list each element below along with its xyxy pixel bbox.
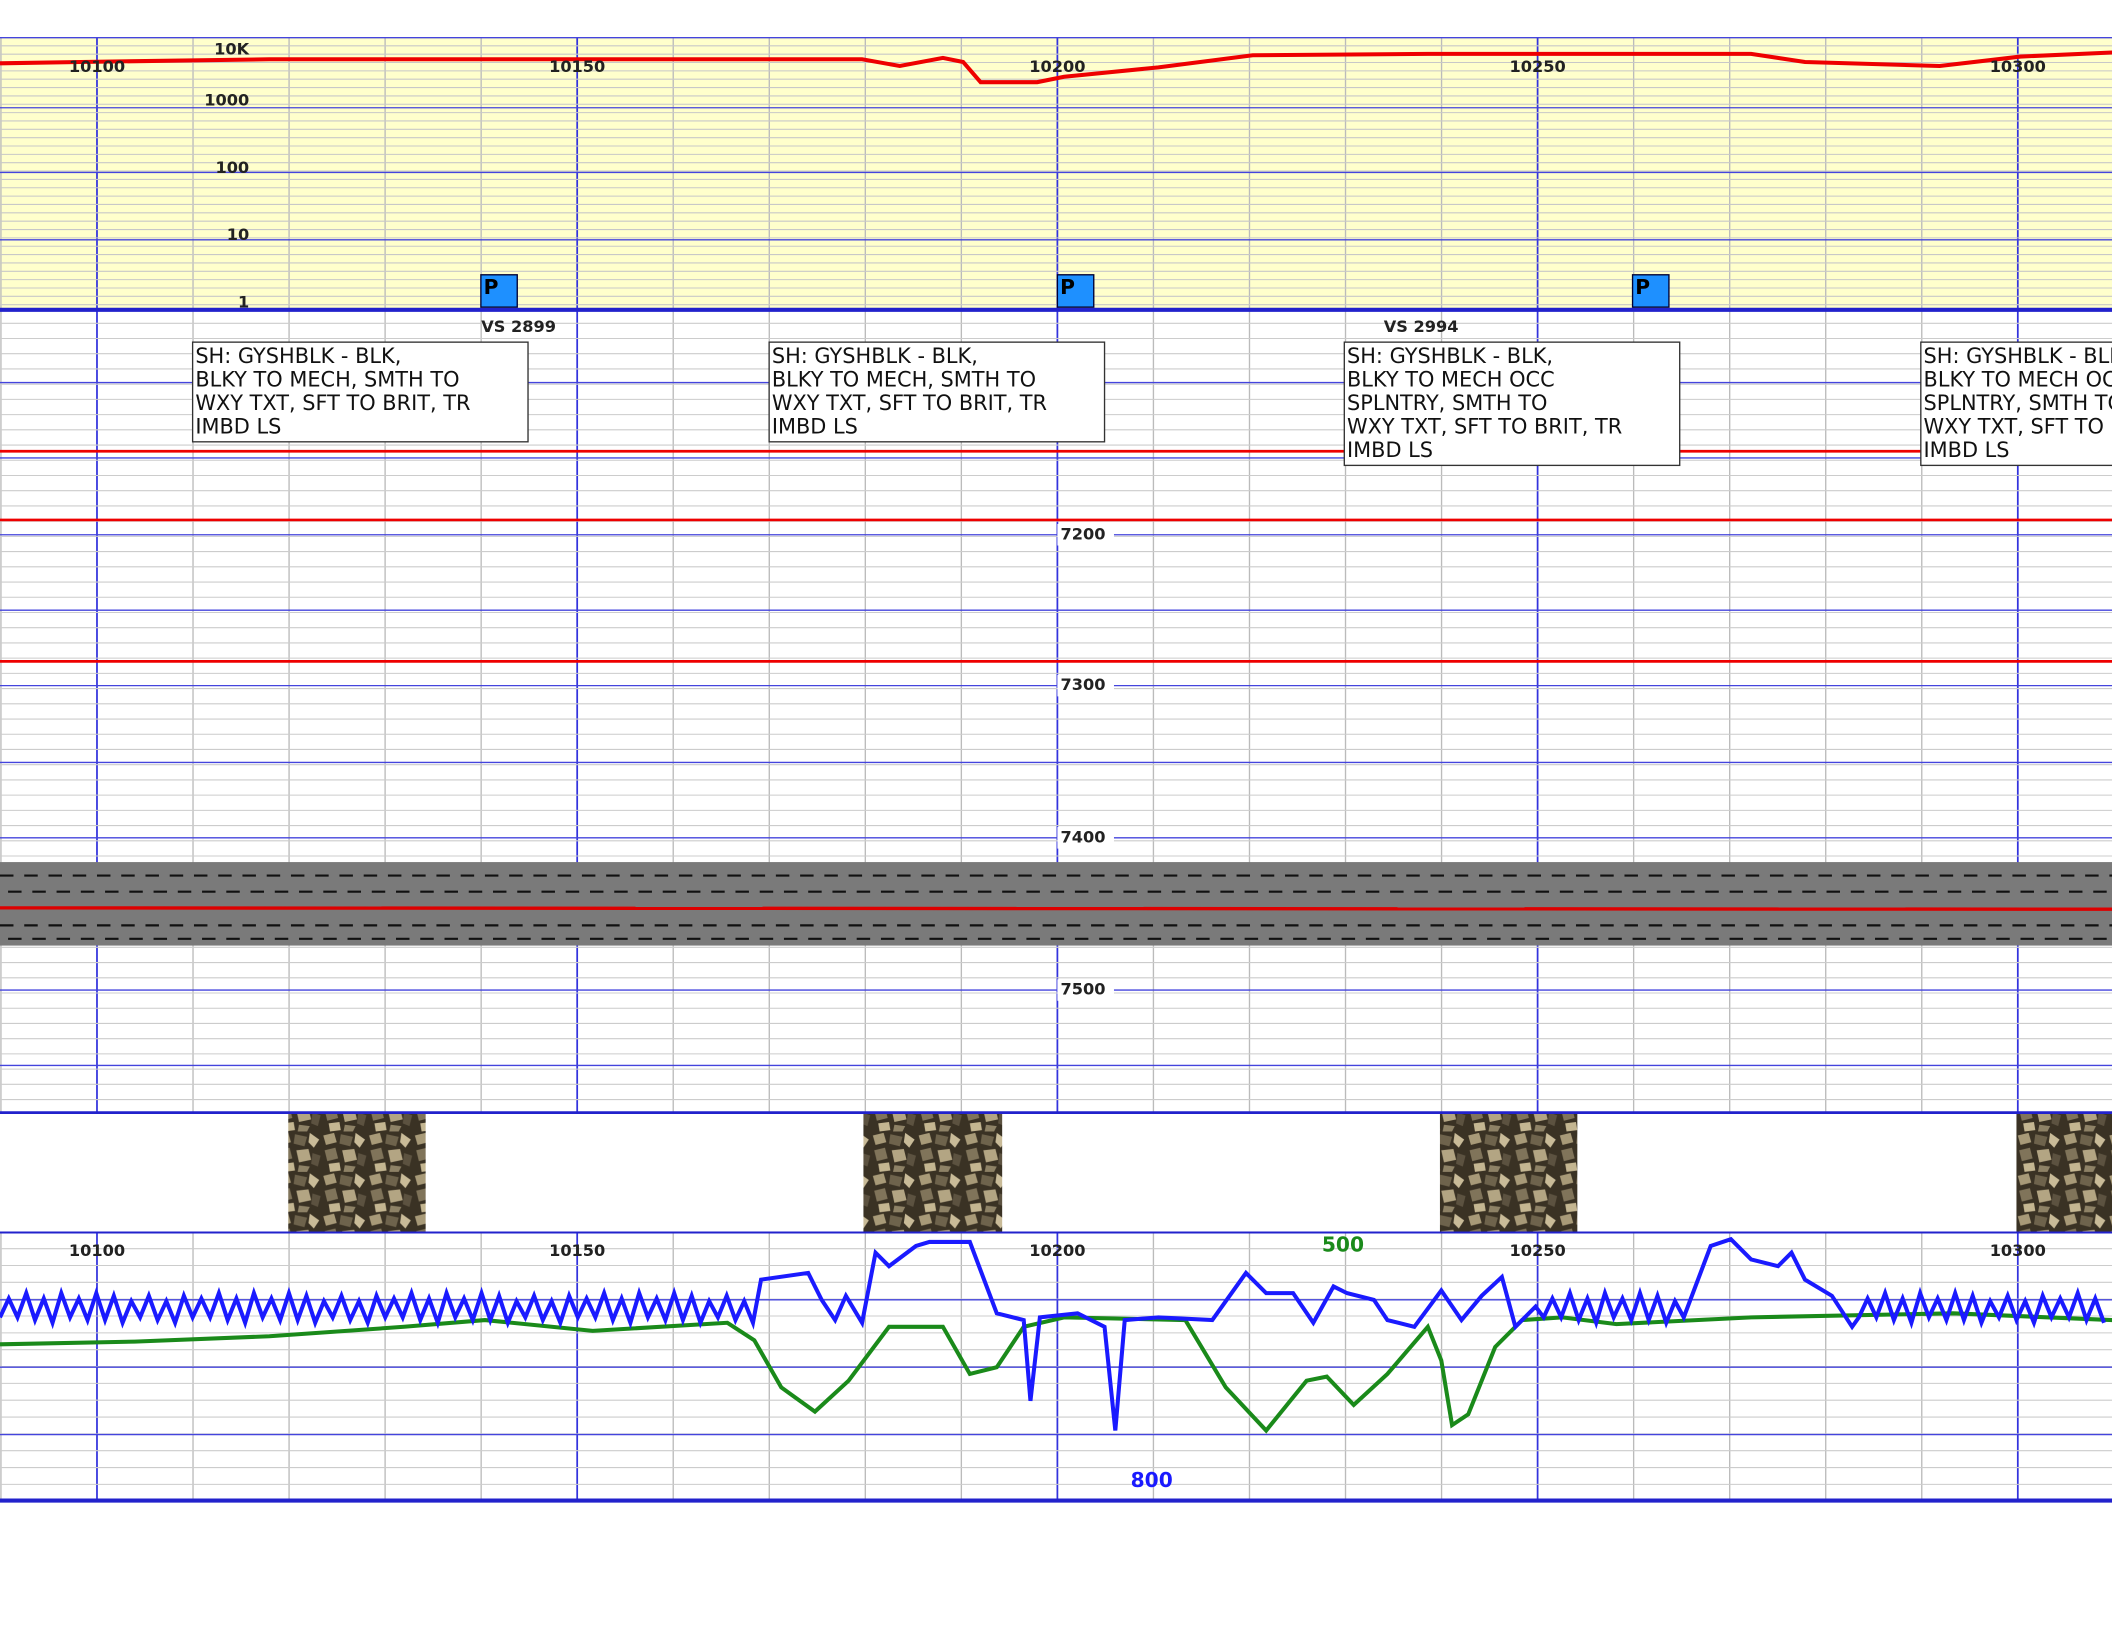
description-line: SH: GYSHBLK - BLK, [1347, 344, 1553, 368]
description-line: WXY TXT, SFT TO BRIT, TR [1924, 415, 2112, 439]
marker [1056, 274, 1095, 308]
label-bg [1057, 979, 1114, 1001]
depth-label: 7300 [1061, 675, 1106, 694]
description-line: IMBD LS [195, 415, 281, 439]
marker-label: P [484, 275, 499, 299]
marker-label: P [1635, 275, 1650, 299]
gas-track [0, 37, 2112, 310]
description-line: BLKY TO MECH OCC [1347, 368, 1555, 392]
vs-label: VS 2899 [481, 317, 556, 336]
labels: 10100 10150 10200 10250 10300 10K 1000 100 10 1 P P… [69, 39, 2112, 1260]
description-line: WXY TXT, SFT TO BRIT, TR [1347, 415, 1622, 439]
gamma-curve [0, 1311, 2112, 1434]
gas-curve [0, 50, 2112, 85]
scale-label: 100 [215, 158, 249, 177]
depth-label: 10250 [1509, 57, 1565, 76]
depth-label: 10250 [1509, 1241, 1565, 1260]
description-line: WXY TXT, SFT TO BRIT, TR [772, 391, 1047, 415]
description-line: WXY TXT, SFT TO BRIT, TR [195, 391, 470, 415]
description-box [191, 341, 529, 443]
label-bg [1057, 674, 1114, 697]
depth-label: 10100 [69, 57, 125, 76]
marker-label: P [1060, 275, 1075, 299]
description-line: SH: GYSHBLK - BLK, [1924, 344, 2112, 368]
depth-label: 10100 [69, 1241, 125, 1260]
rop-curve [0, 1236, 2106, 1431]
description-box [768, 341, 1106, 443]
scale-label: 1000 [204, 91, 249, 110]
depth-label: 7500 [1061, 980, 1106, 999]
description-box [1920, 341, 2112, 467]
depth-label: 10200 [1029, 1241, 1085, 1260]
depth-label: 7200 [1061, 524, 1106, 543]
depth-label: 7400 [1061, 827, 1106, 846]
description-line: BLKY TO MECH, SMTH TO [772, 368, 1036, 392]
label-bg [1057, 523, 1114, 546]
shale-pattern [0, 874, 2112, 940]
red-line [0, 906, 2112, 911]
vs-label: VS 2994 [1384, 317, 1459, 336]
marker [480, 274, 518, 308]
rop-scale: 800 [1131, 1468, 1173, 1492]
label-bg [1057, 827, 1114, 849]
marker [1631, 274, 1670, 308]
sample-image [2016, 1112, 2112, 1233]
description-line: IMBD LS [772, 415, 858, 439]
lithology-track [0, 309, 2112, 1113]
description-line: SPLNTRY, SMTH TO [1924, 391, 2112, 415]
scale-label: 10 [227, 225, 249, 244]
depth-label: 10150 [549, 1241, 605, 1260]
depth-label: 10150 [549, 57, 605, 76]
depth-label: 10200 [1029, 57, 1085, 76]
description-line: BLKY TO MECH OCC [1924, 368, 2112, 392]
description-box [1343, 341, 1681, 467]
scale-label: 1 [238, 293, 249, 312]
sample-image [1439, 1112, 1578, 1233]
depth-label: 10300 [1990, 57, 2046, 76]
gamma-scale: 500 [1322, 1232, 1364, 1256]
description-line: SH: GYSHBLK - BLK, [195, 344, 401, 368]
description-line: SH: GYSHBLK - BLK, [772, 344, 978, 368]
sample-image [863, 1112, 1003, 1233]
log-tracks: VS 2899 VS 2994 500 800 10100 10150 10200 1… [0, 37, 2112, 1503]
description-line: IMBD LS [1347, 438, 1433, 462]
depth-label: 10300 [1990, 1241, 2046, 1260]
description-line: BLKY TO MECH, SMTH TO [195, 368, 459, 392]
description-line: SPLNTRY, SMTH TO [1347, 391, 1547, 415]
description-line: IMBD LS [1924, 438, 2010, 462]
scale-label: 10K [214, 39, 250, 58]
sample-image [288, 1112, 426, 1233]
